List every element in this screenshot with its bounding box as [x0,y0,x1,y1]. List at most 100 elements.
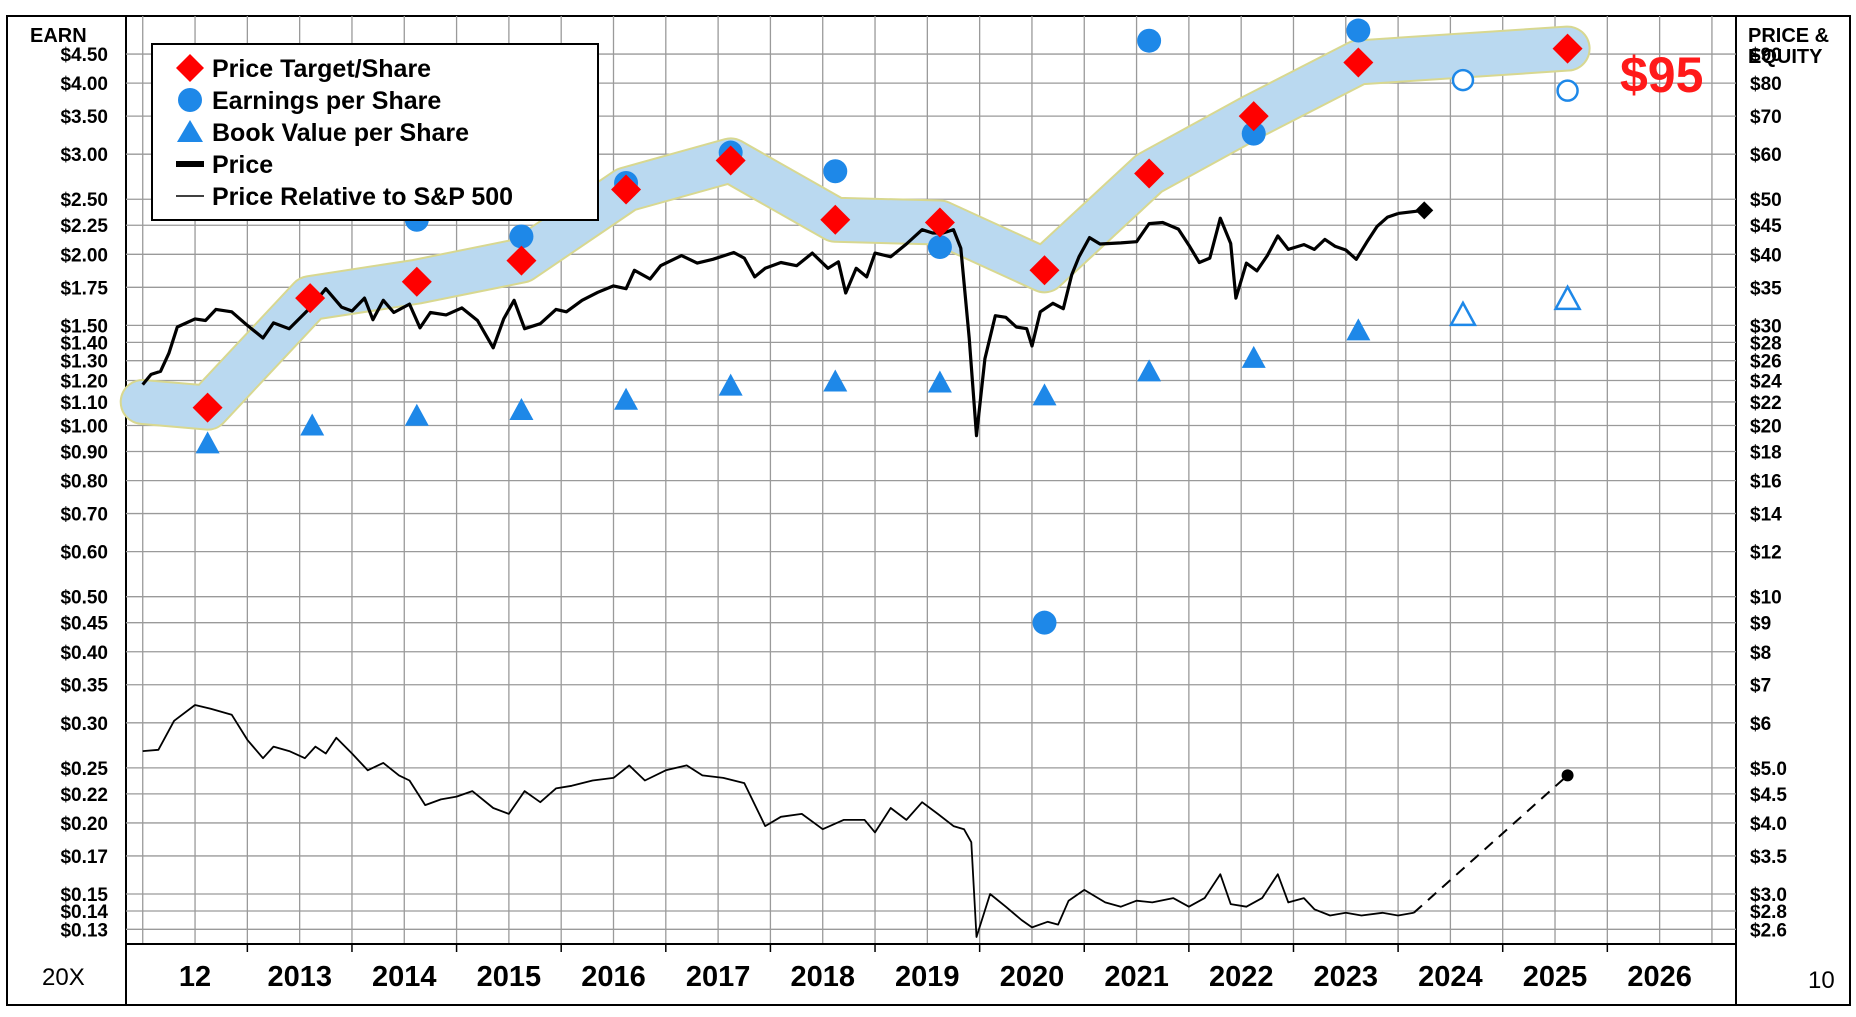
book-value-marker [1346,318,1371,341]
book-value-marker [927,370,952,393]
corner-left-label: 20X [42,964,85,991]
left-tick-label: $0.70 [60,505,108,526]
relative-line-layer [142,704,1574,938]
price-target-marker [1552,33,1583,64]
left-tick-label: $0.90 [60,443,108,464]
eps-marker [1137,28,1162,53]
right-axis-title-line1: PRICE & [1748,25,1829,47]
right-tick-label: $70 [1750,107,1782,128]
left-tick-label: $0.22 [60,785,108,806]
relative-to-sp500-line [142,704,1414,938]
eps-marker [1032,610,1057,635]
x-axis-year-label: 12 [179,961,211,993]
left-tick-label: $1.00 [60,417,108,438]
price-line-layer [141,201,1434,438]
tick-labels-layer: $4.50 $4.00 $3.50 $3.00 $2.50 $2.25 $2.00 $1.75… [60,45,1787,993]
right-tick-label: $4.5 [1750,785,1787,806]
left-tick-label: $3.00 [60,145,108,166]
left-tick-label: $2.50 [60,190,108,211]
price-target-marker [1343,47,1374,78]
left-tick-label: $2.25 [60,216,108,237]
right-tick-label: $35 [1750,278,1782,299]
left-tick-label: $0.50 [60,588,108,609]
right-tick-label: $9 [1750,614,1771,635]
book-value-estimate-marker [1448,300,1478,327]
book-value-marker [195,431,220,454]
right-tick-label: $4.0 [1750,814,1787,835]
book-value-marker [1032,383,1057,406]
right-tick-label: $45 [1750,216,1782,237]
book-value-estimate-marker [1553,284,1582,311]
price-target-marker [715,145,746,176]
left-tick-label: $1.50 [60,316,108,337]
left-tick-label: $4.50 [60,45,108,66]
right-tick-label: $7 [1750,676,1771,697]
right-tick-label: $10 [1750,588,1782,609]
price-target-marker [401,266,432,297]
left-tick-label: $1.40 [60,333,108,354]
legend-label-price-target: Price Target/Share [212,55,431,83]
right-axis-title-line2: EQUITY [1748,46,1823,68]
price-target-marker [820,204,851,235]
right-tick-label: $50 [1750,190,1782,211]
left-tick-label: $3.50 [60,107,108,128]
x-axis-year-label: 2018 [790,961,855,993]
left-tick-label: $0.80 [60,472,108,493]
book-value-marker [404,403,429,426]
left-tick-label: $1.75 [60,278,108,299]
price-target-band [121,27,1589,429]
legend-diamond-marker [176,54,204,82]
x-axis-year-label: 2021 [1104,961,1169,993]
left-tick-label: $4.00 [60,74,108,95]
legend-triangle-marker [177,120,203,142]
right-tick-label: $22 [1750,393,1782,414]
price-target-marker [506,245,537,276]
price-last-marker [1415,201,1434,220]
corner-right-label: 10 [1808,967,1835,994]
eps-marker [509,224,534,249]
right-tick-label: $24 [1750,372,1782,393]
left-axis-title: EARN [30,25,87,47]
right-tick-label: $90 [1750,45,1782,66]
right-tick-label: $40 [1750,245,1782,266]
right-tick-label: $60 [1750,145,1782,166]
right-tick-label: $80 [1750,74,1782,95]
x-axis-year-label: 2026 [1627,961,1692,993]
left-tick-label: $0.13 [60,920,108,941]
price-target-band-layer [119,25,1591,431]
left-tick-label: $0.45 [60,614,108,635]
right-tick-label: $26 [1750,352,1782,373]
eps-marker [1241,121,1266,146]
x-axis-year-label: 2013 [267,961,332,993]
left-tick-label: $1.30 [60,352,108,373]
right-tick-label: $5.0 [1750,759,1787,780]
right-tick-label: $28 [1750,333,1782,354]
x-axis-year-label: 2017 [686,961,751,993]
right-tick-label: $3.5 [1750,847,1787,868]
price-target-marker [924,207,955,238]
book-value-marker [509,397,534,420]
right-tick-label: $16 [1750,472,1782,493]
left-tick-label: $2.00 [60,245,108,266]
left-tick-label: $0.30 [60,714,108,735]
target-price-label: $95 [1620,47,1703,103]
right-tick-label: $14 [1750,505,1782,526]
x-axis-year-label: 2022 [1209,961,1274,993]
price-target-marker [295,283,326,314]
left-tick-label: $0.20 [60,814,108,835]
right-tick-label: $18 [1750,443,1782,464]
x-axis-year-label: 2025 [1523,961,1588,993]
right-tick-label: $8 [1750,643,1771,664]
x-axis-year-label: 2019 [895,961,960,993]
x-axis-year-label: 2016 [581,961,646,993]
legend-label-book-value: Book Value per Share [212,119,469,147]
book-value-marker [300,413,325,436]
left-tick-label: $0.60 [60,543,108,564]
eps-estimate-marker [1556,79,1579,102]
price-target-marker [192,392,223,423]
right-tick-label: $2.6 [1750,920,1787,941]
eps-estimate-marker [1451,68,1475,92]
left-tick-label: $0.14 [60,902,108,923]
